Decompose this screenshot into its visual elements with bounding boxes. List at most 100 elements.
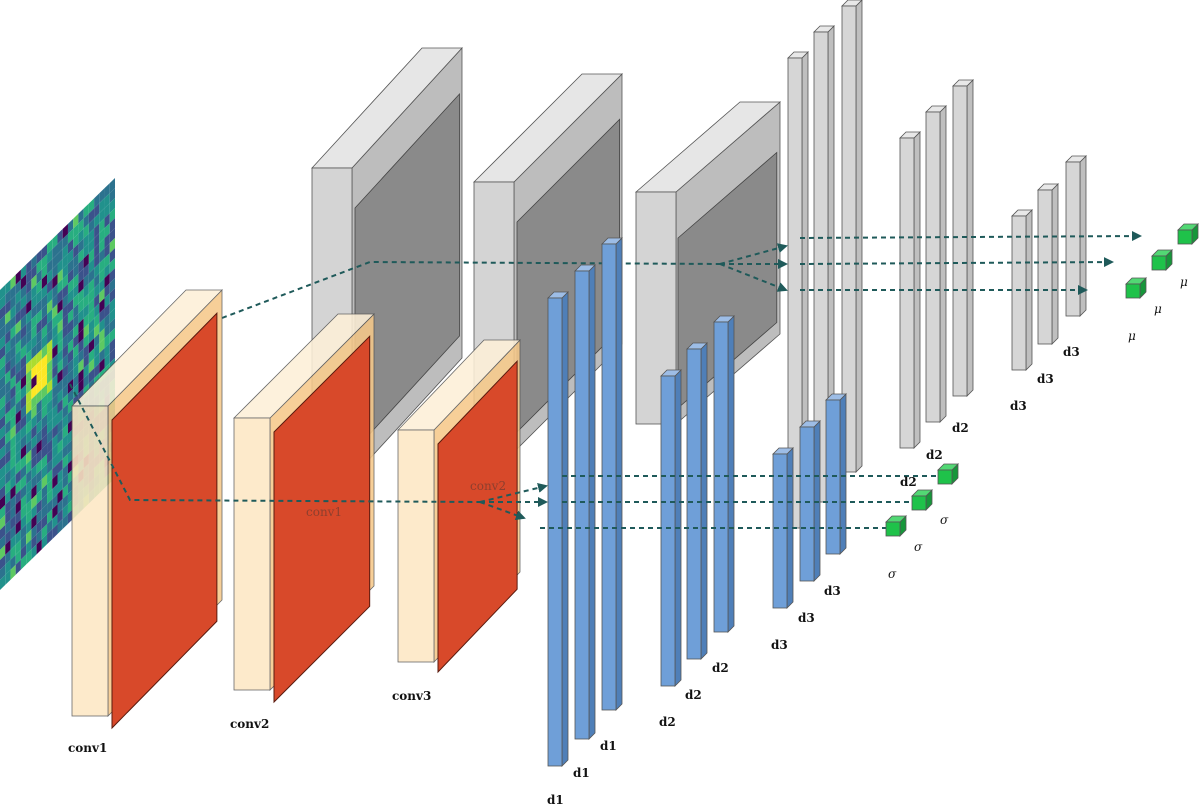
input-pixel <box>52 444 58 460</box>
input-pixel <box>104 253 110 269</box>
input-image <box>0 178 115 590</box>
input-pixel <box>31 354 37 370</box>
input-pixel <box>83 293 89 309</box>
input-pixel <box>62 353 68 369</box>
input-pixel <box>5 409 11 425</box>
input-pixel <box>20 374 27 390</box>
input-pixel <box>15 379 21 395</box>
relu-plate-2 <box>273 335 371 704</box>
input-pixel <box>52 394 58 410</box>
input-pixel <box>57 438 63 454</box>
input-pixel <box>73 323 79 339</box>
input-pixel <box>47 489 53 505</box>
input-pixel <box>15 489 21 505</box>
input-pixel <box>0 574 6 590</box>
input-pixel <box>88 198 95 214</box>
input-pixel <box>57 448 63 464</box>
input-pixel <box>109 218 115 234</box>
input-pixel <box>73 273 79 289</box>
input-pixel <box>73 213 79 229</box>
input-pixel <box>67 348 74 364</box>
input-pixel <box>94 303 100 319</box>
input-pixel <box>47 419 53 435</box>
label-d3-b: d3 <box>798 611 815 625</box>
label-gray-d2-a: d2 <box>900 475 917 489</box>
gray-dense-column-7-front <box>1011 215 1027 371</box>
input-pixel <box>20 304 27 320</box>
input-pixel <box>47 299 53 315</box>
input-pixel <box>57 318 63 334</box>
input-pixel <box>26 279 32 295</box>
sigma-output-cube-3 <box>885 515 907 537</box>
input-pixel <box>52 434 58 450</box>
input-pixel <box>31 454 37 470</box>
input-pixel <box>10 404 16 420</box>
input-pixel <box>15 399 21 415</box>
input-pixel <box>41 394 48 410</box>
input-pixel <box>67 228 74 244</box>
input-pixel <box>10 344 16 360</box>
input-pixel <box>31 434 37 450</box>
input-pixel <box>15 349 21 365</box>
input-pixel <box>62 403 68 419</box>
input-pixel <box>57 298 63 314</box>
input-pixel <box>99 318 105 334</box>
input-pixel <box>0 544 6 560</box>
input-pixel <box>15 509 21 525</box>
input-pixel <box>47 509 53 525</box>
input-pixel <box>0 354 6 370</box>
input-pixel <box>57 478 63 494</box>
input-pixel <box>62 293 68 309</box>
input-pixel <box>62 223 68 239</box>
input-pixel <box>15 469 21 485</box>
input-pixel <box>26 429 32 445</box>
input-pixel <box>36 379 42 395</box>
input-pixel <box>31 484 37 500</box>
input-pixel <box>15 309 21 325</box>
input-pixel <box>20 424 27 440</box>
input-pixel <box>5 459 11 475</box>
input-pixel <box>47 399 53 415</box>
label-mu-a: μ <box>1128 329 1136 343</box>
input-pixel <box>94 233 100 249</box>
input-pixel <box>10 304 16 320</box>
input-pixel <box>15 439 21 455</box>
input-pixel <box>47 279 53 295</box>
gray-dense-column-6 <box>952 79 974 397</box>
input-pixel <box>36 439 42 455</box>
input-pixel <box>57 358 63 374</box>
input-pixel <box>0 344 6 360</box>
input-pixel <box>20 414 27 430</box>
input-pixel <box>36 249 42 265</box>
input-pixel <box>5 559 11 575</box>
input-pixel <box>31 284 37 300</box>
relu-plate-3 <box>437 359 518 674</box>
label-sigma-a: σ <box>888 567 897 581</box>
label-mu-b: μ <box>1154 302 1162 316</box>
input-pixel <box>52 484 58 500</box>
input-pixel <box>52 464 58 480</box>
input-pixel <box>52 404 58 420</box>
input-pixel <box>52 474 58 490</box>
input-pixel <box>26 539 32 555</box>
gray-dense-column-3-front <box>841 5 857 473</box>
input-pixel <box>109 188 115 204</box>
input-pixel <box>57 418 63 434</box>
input-pixel <box>20 324 27 340</box>
input-pixel <box>83 303 89 319</box>
input-pixel <box>73 353 79 369</box>
input-pixel <box>94 293 100 309</box>
blue-dense-column-2-front <box>574 270 590 740</box>
input-pixel <box>83 323 89 339</box>
input-pixel <box>67 308 74 324</box>
input-pixel <box>94 213 100 229</box>
input-pixel <box>88 278 95 294</box>
input-pixel <box>109 328 115 344</box>
input-pixel <box>26 349 32 365</box>
gray-conn-out-2 <box>799 257 1114 268</box>
input-pixel <box>36 339 42 355</box>
input-pixel <box>73 313 79 329</box>
input-pixel <box>109 198 115 214</box>
input-pixel <box>0 374 6 390</box>
input-pixel <box>15 299 21 315</box>
